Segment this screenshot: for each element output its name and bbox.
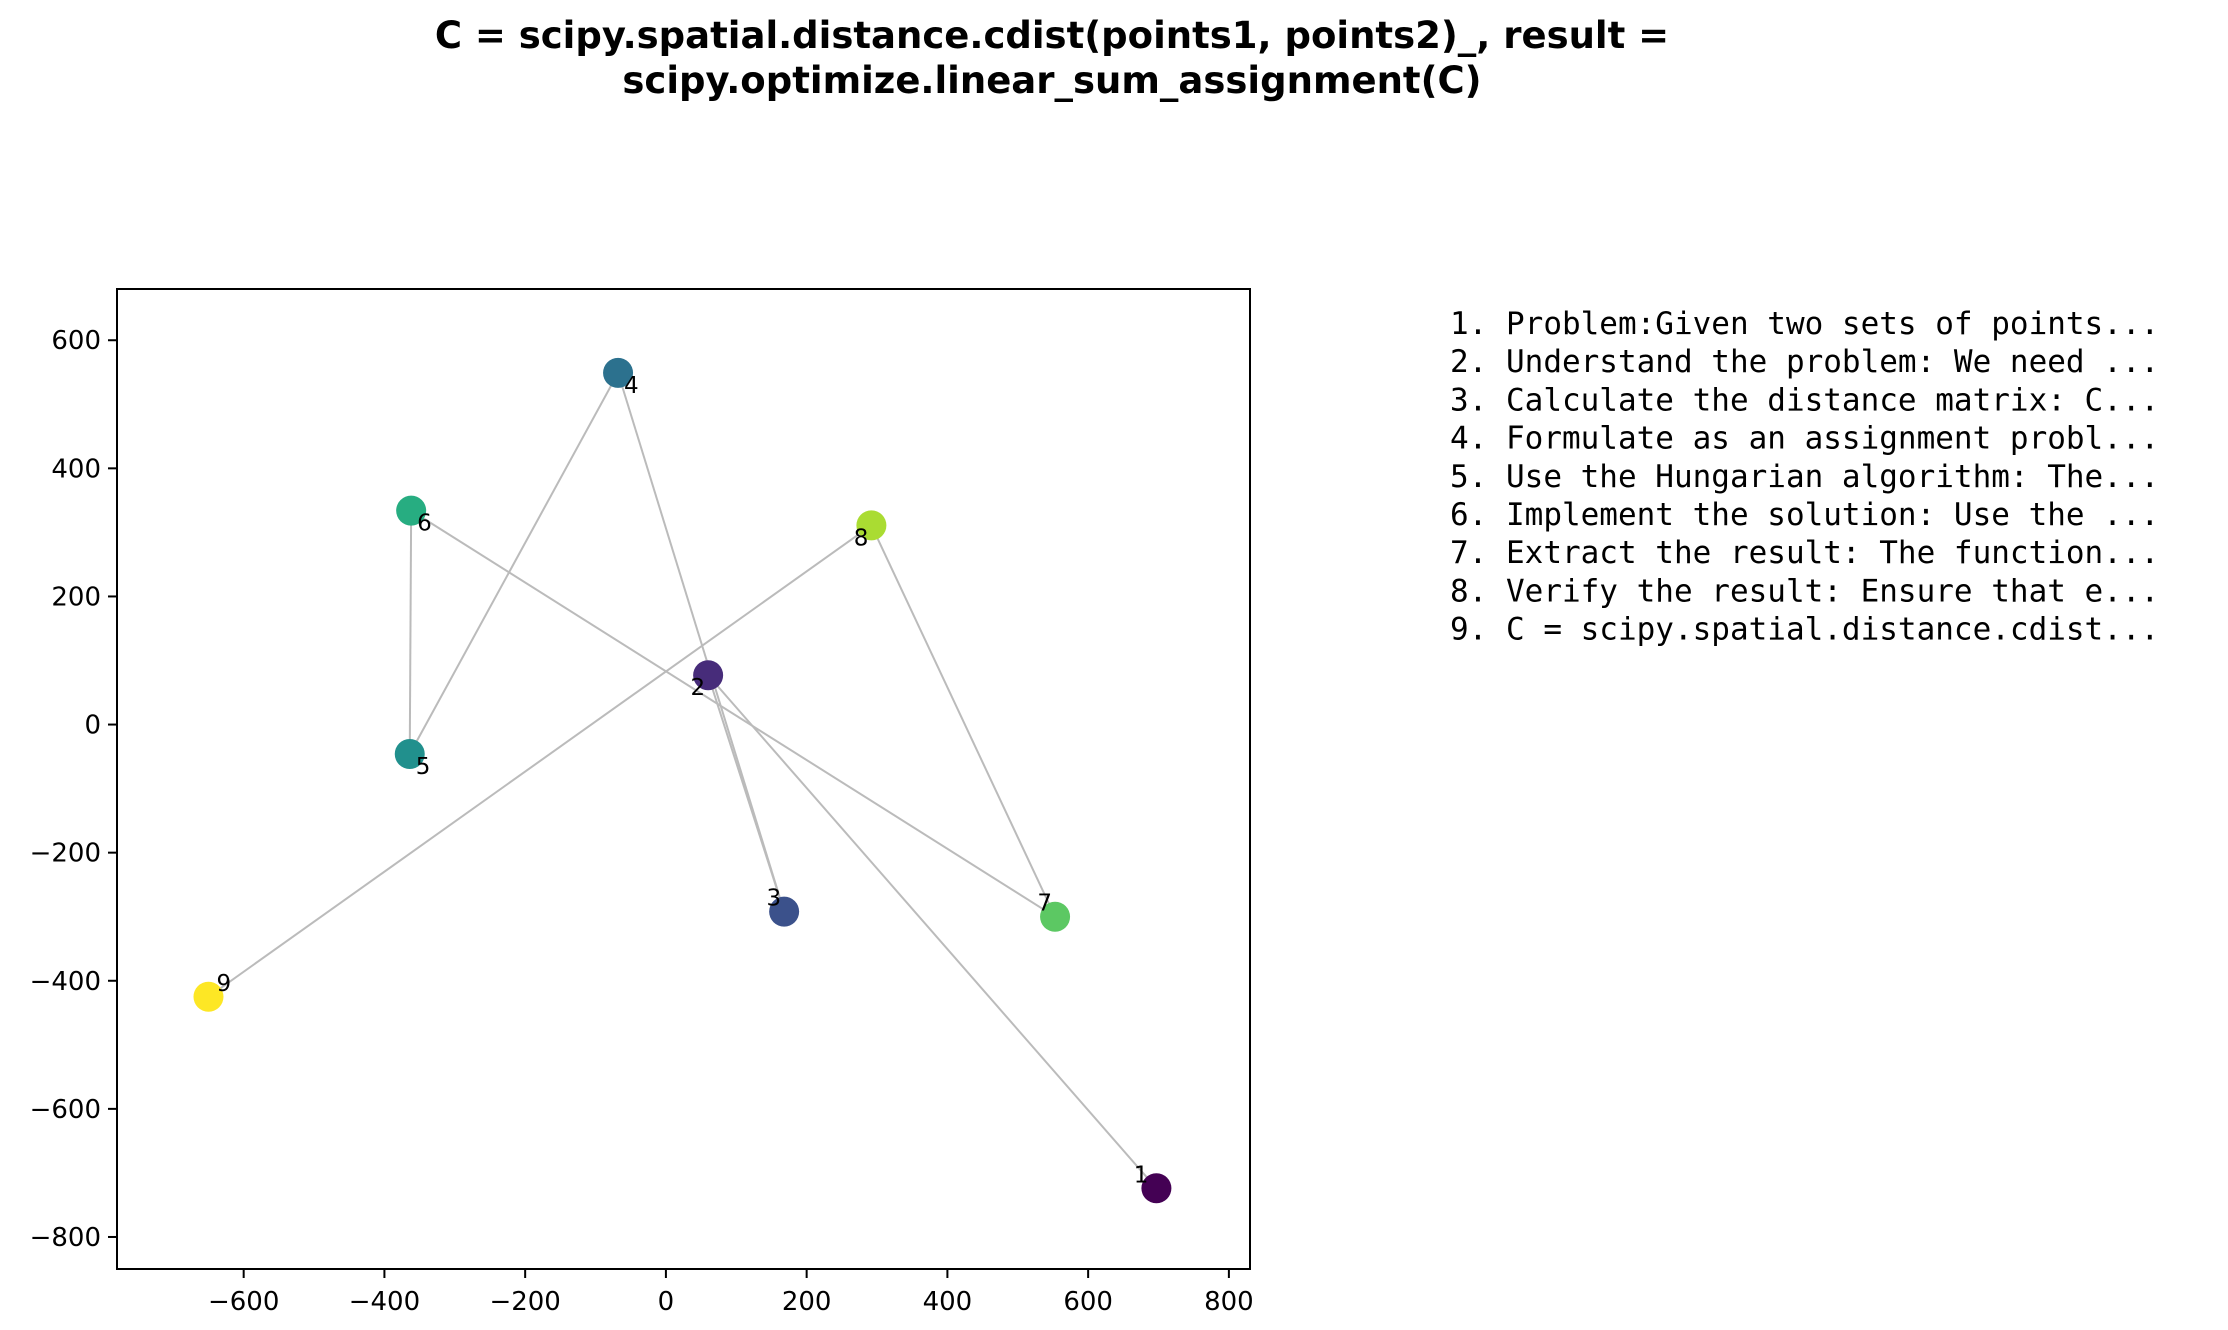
point-label-1: 1 xyxy=(1134,1162,1149,1188)
y-tick-label: −400 xyxy=(30,967,101,997)
y-tick-label: 400 xyxy=(51,454,101,484)
annotation-step-8: 8. Verify the result: Ensure that e... xyxy=(1450,573,2159,609)
y-tick-label: −200 xyxy=(30,839,101,869)
point-label-4: 4 xyxy=(624,373,639,399)
y-tick-label: 200 xyxy=(51,582,101,612)
edge-2-1 xyxy=(707,674,1158,1189)
point-8 xyxy=(856,510,887,541)
point-4 xyxy=(603,357,634,388)
point-9 xyxy=(193,981,224,1012)
annotation-step-3: 3. Calculate the distance matrix: C... xyxy=(1450,382,2159,418)
point-2 xyxy=(693,660,724,691)
x-tick-label: −400 xyxy=(349,1287,420,1317)
edge-4-3 xyxy=(617,372,786,912)
edge-7-8 xyxy=(870,524,1056,918)
y-tick-label: −800 xyxy=(30,1223,101,1253)
x-tick-label: −600 xyxy=(208,1287,279,1317)
chart-title-line-2: scipy.optimize.linear_sum_assignment(C) xyxy=(622,59,1481,102)
x-tick-label: 800 xyxy=(1204,1287,1254,1317)
y-tick-label: 0 xyxy=(84,711,101,741)
annotation-step-6: 6. Implement the solution: Use the ... xyxy=(1450,497,2159,533)
y-tick-label: −600 xyxy=(30,1095,101,1125)
edge-8-9 xyxy=(207,524,872,998)
point-label-2: 2 xyxy=(690,675,705,701)
point-1 xyxy=(1141,1173,1172,1204)
edge-6-5 xyxy=(408,510,413,755)
x-axis: −600 −400 −200 0 200 400 600 800 xyxy=(208,1269,1254,1317)
annotation-step-4: 4. Formulate as an assignment probl... xyxy=(1450,421,2159,457)
point-labels: 1 2 3 4 5 6 7 8 9 xyxy=(216,373,1148,1188)
point-label-9: 9 xyxy=(216,971,231,997)
x-tick-label: 200 xyxy=(782,1287,832,1317)
point-5 xyxy=(394,739,425,770)
assignment-edges xyxy=(207,372,1158,1189)
annotation-step-5: 5. Use the Hungarian algorithm: The... xyxy=(1450,459,2159,495)
point-label-5: 5 xyxy=(416,754,431,780)
annotation-step-1: 1. Problem:Given two sets of points... xyxy=(1450,306,2159,342)
annotation-steps: 1. Problem:Given two sets of points...2.… xyxy=(1450,306,2159,648)
axes-frame xyxy=(116,288,1251,1270)
point-label-3: 3 xyxy=(766,886,781,912)
point-label-6: 6 xyxy=(417,511,432,537)
x-tick-label: 400 xyxy=(923,1287,973,1317)
point-6 xyxy=(396,495,427,526)
plot-area: 1 2 3 4 5 6 7 8 9 −600 −400 −200 0 200 400 600 800 600 4… xyxy=(30,288,1254,1317)
x-tick-label: 600 xyxy=(1063,1287,1113,1317)
point-3 xyxy=(769,896,800,927)
edge-5-4 xyxy=(408,372,619,755)
y-axis: 600 400 200 0 −200 −400 −600 −800 xyxy=(30,326,117,1253)
x-tick-label: 0 xyxy=(658,1287,675,1317)
x-tick-label: −200 xyxy=(489,1287,560,1317)
annotation-step-7: 7. Extract the result: The function... xyxy=(1450,535,2159,571)
chart-title: C = scipy.spatial.distance.cdist(points1… xyxy=(435,14,1669,102)
edge-3-2 xyxy=(707,674,786,912)
y-tick-label: 600 xyxy=(51,326,101,356)
chart-title-line-1: C = scipy.spatial.distance.cdist(points1… xyxy=(435,14,1669,57)
data-points xyxy=(193,357,1172,1204)
point-label-8: 8 xyxy=(854,525,869,551)
edge-6-7 xyxy=(410,509,1056,918)
annotation-step-2: 2. Understand the problem: We need ... xyxy=(1450,344,2159,380)
point-7 xyxy=(1040,901,1071,932)
point-label-7: 7 xyxy=(1037,891,1052,917)
annotation-step-9: 9. C = scipy.spatial.distance.cdist... xyxy=(1450,612,2159,648)
